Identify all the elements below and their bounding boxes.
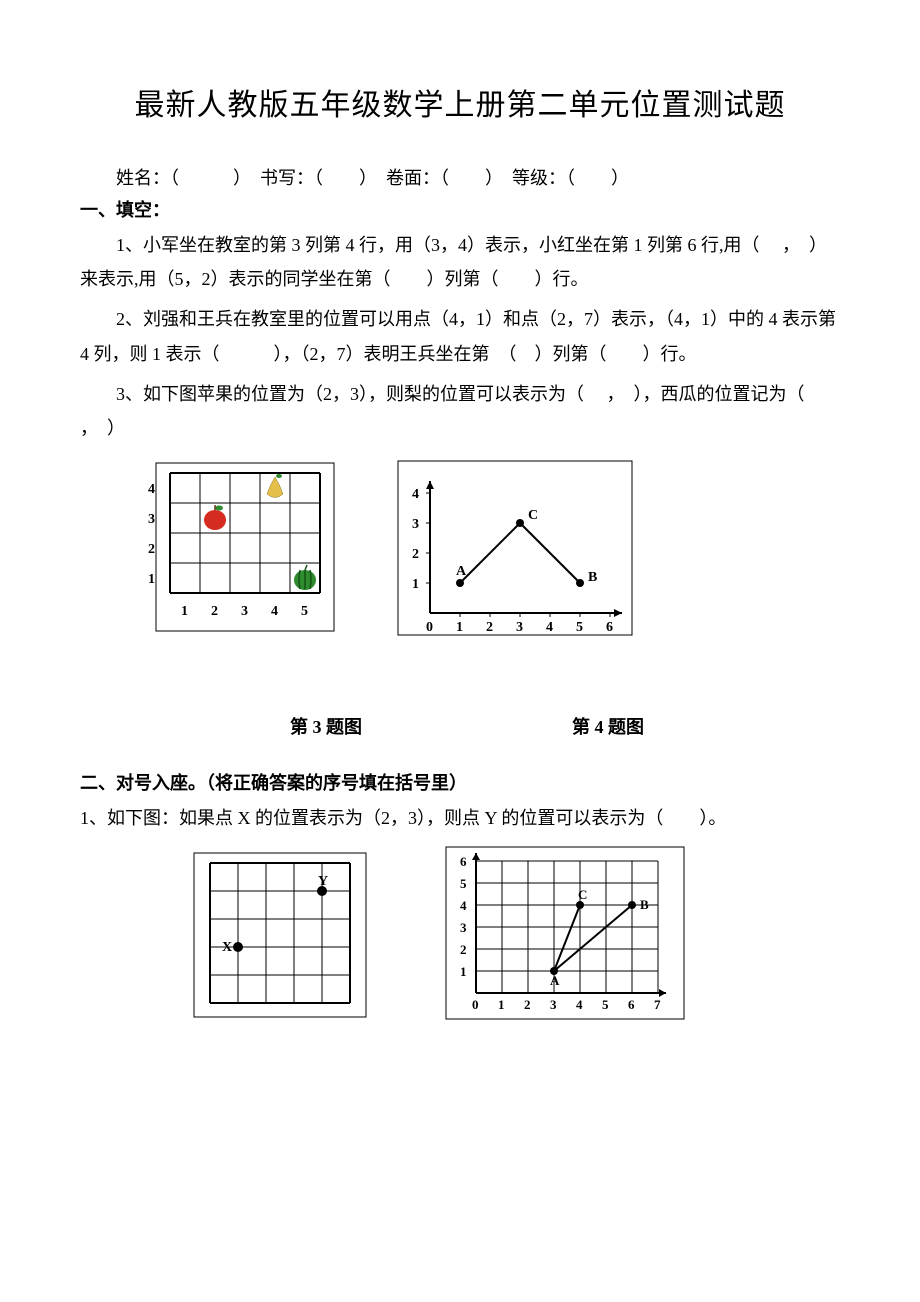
svg-text:3: 3 (241, 604, 248, 619)
svg-text:1: 1 (460, 964, 467, 979)
svg-text:4: 4 (460, 898, 467, 913)
svg-text:2: 2 (148, 542, 155, 557)
svg-text:C: C (528, 508, 538, 523)
figure-q3-grid: 1 2 3 4 1 2 3 4 5 (120, 453, 350, 653)
svg-text:B: B (640, 897, 649, 912)
svg-text:1: 1 (456, 620, 463, 635)
section2-question-1: 1、如下图：如果点 X 的位置表示为（2，3），则点 Y 的位置可以表示为（ ）… (80, 801, 840, 835)
figure-s2-xy-grid: XY (180, 843, 380, 1023)
svg-text:5: 5 (301, 604, 308, 619)
svg-text:1: 1 (181, 604, 188, 619)
svg-text:B: B (588, 570, 597, 585)
svg-text:1: 1 (412, 577, 419, 592)
svg-text:2: 2 (486, 620, 493, 635)
figure-row-s2: XY 01234567123456ACB (180, 843, 840, 1023)
caption-q4: 第 4 题图 (572, 713, 644, 739)
caption-q3: 第 3 题图 (290, 713, 362, 739)
svg-text:4: 4 (148, 482, 155, 497)
svg-text:A: A (456, 564, 467, 579)
section-1-header: 一、填空： (80, 196, 840, 222)
svg-text:C: C (578, 887, 587, 902)
svg-text:Y: Y (318, 874, 328, 889)
svg-text:0: 0 (426, 620, 433, 635)
page-title: 最新人教版五年级数学上册第二单元位置测试题 (80, 80, 840, 124)
svg-text:1: 1 (498, 997, 505, 1012)
svg-text:6: 6 (606, 620, 613, 635)
svg-text:2: 2 (524, 997, 531, 1012)
svg-text:3: 3 (412, 517, 419, 532)
svg-text:2: 2 (460, 942, 467, 957)
svg-text:7: 7 (654, 997, 661, 1012)
svg-text:1: 1 (148, 572, 155, 587)
question-3: 3、如下图苹果的位置为（2，3），则梨的位置可以表示为（ ， ），西瓜的位置记为… (80, 377, 840, 445)
svg-text:3: 3 (460, 920, 467, 935)
svg-text:6: 6 (460, 854, 467, 869)
caption-row: 第 3 题图 第 4 题图 (80, 713, 840, 739)
question-1: 1、小军坐在教室的第 3 列第 4 行，用（3，4）表示，小红坐在第 1 列第 … (80, 228, 840, 296)
svg-text:3: 3 (516, 620, 523, 635)
svg-text:A: A (550, 973, 560, 988)
svg-text:4: 4 (271, 604, 278, 619)
svg-text:X: X (222, 940, 232, 955)
svg-text:4: 4 (412, 487, 419, 502)
svg-text:3: 3 (148, 512, 155, 527)
svg-text:5: 5 (576, 620, 583, 635)
section-2-header: 二、对号入座。（将正确答案的序号填在括号里） (80, 769, 840, 795)
svg-text:5: 5 (602, 997, 609, 1012)
svg-text:2: 2 (211, 604, 218, 619)
figure-q4-plot: 0 1 2 3 4 5 6 1 2 3 4 A C B (390, 453, 640, 653)
svg-text:6: 6 (628, 997, 635, 1012)
question-2: 2、刘强和王兵在教室里的位置可以用点（4，1）和点（2，7）表示，（4，1）中的… (80, 302, 840, 370)
figure-s2-abc-grid: 0 1 2 3 4 5 6 7 1 2 3 4 5 6 A C B (440, 843, 690, 1023)
svg-text:5: 5 (460, 876, 467, 891)
svg-text:3: 3 (550, 997, 557, 1012)
student-info-line: 姓名：（ ） 书写：（ ） 卷面：（ ） 等级：（ ） (80, 164, 840, 190)
svg-text:4: 4 (576, 997, 583, 1012)
figure-row-q3: 1 2 3 4 1 2 3 4 5 0 1 2 3 4 5 6 1 2 3 4 A C B (120, 453, 840, 653)
svg-text:0: 0 (472, 997, 479, 1012)
svg-text:2: 2 (412, 547, 419, 562)
svg-text:4: 4 (546, 620, 553, 635)
